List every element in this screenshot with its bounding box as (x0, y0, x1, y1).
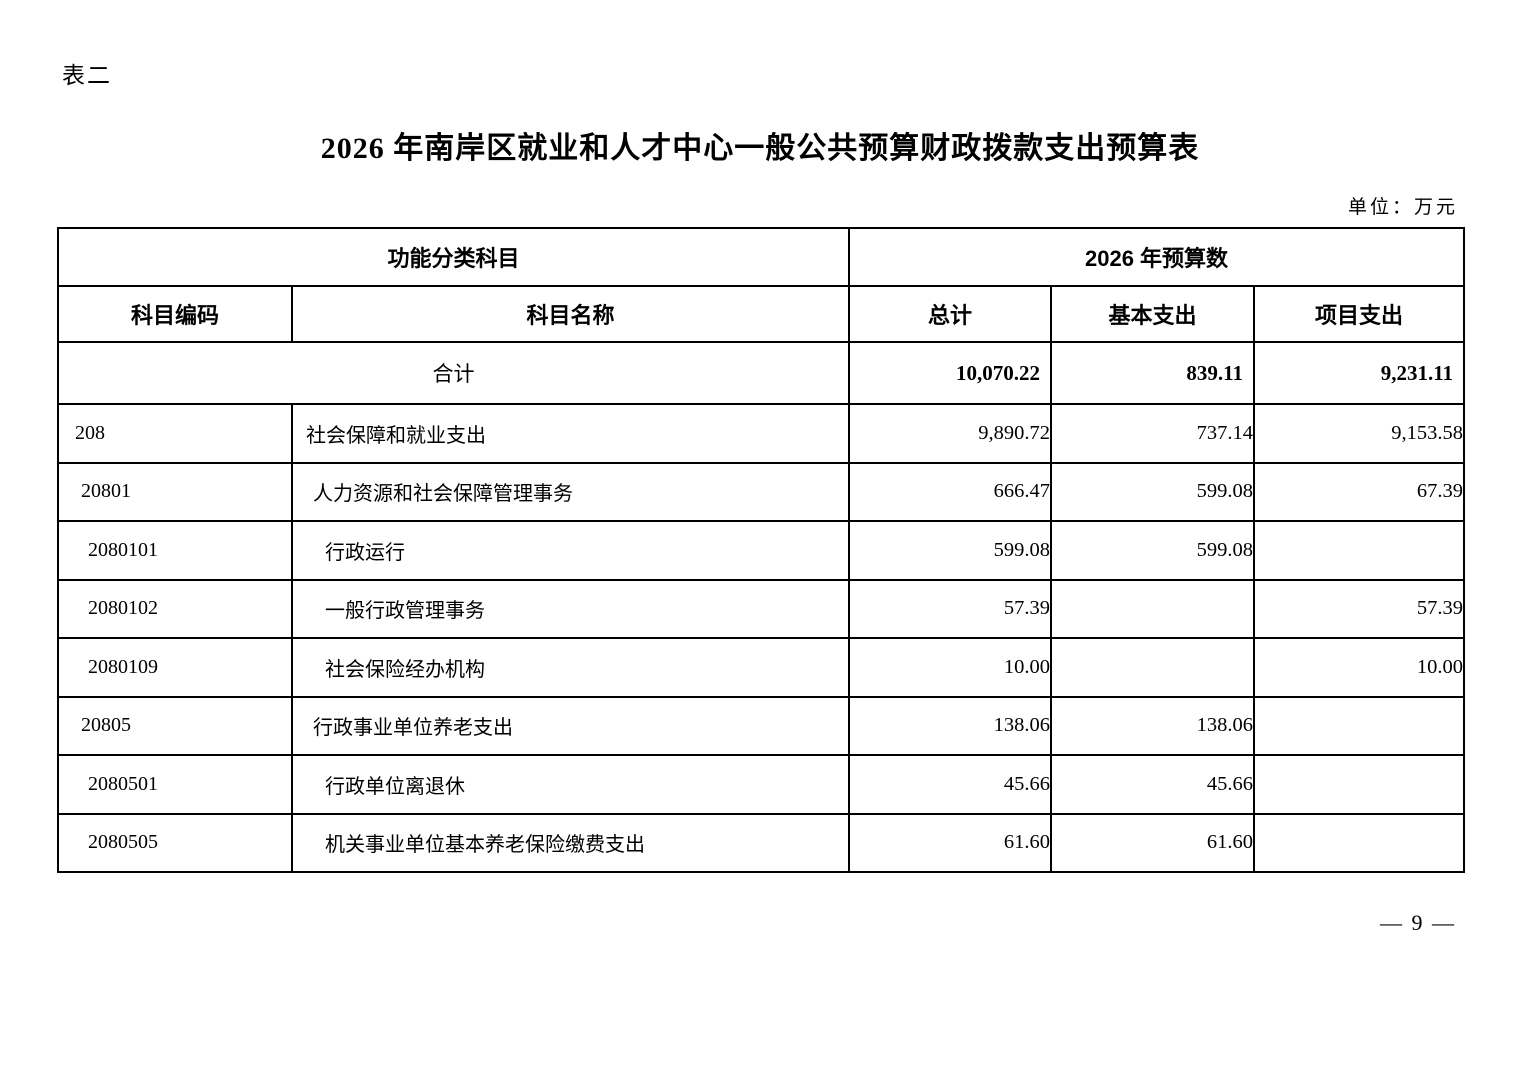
basic-cell: 61.60 (1050, 812, 1256, 873)
header-project: 项目支出 (1253, 285, 1466, 343)
project-cell (1253, 812, 1466, 873)
basic-cell: 599.08 (1050, 461, 1256, 522)
total-row: 合计 10,070.22 839.11 9,231.11 (56, 341, 1466, 405)
table-row: 2080505 机关事业单位基本养老保险缴费支出 61.60 61.60 (57, 812, 1466, 873)
total-cell: 10.00 (848, 637, 1053, 698)
project-cell: 67.39 (1253, 461, 1466, 522)
table-row: 20805 行政事业单位养老支出 138.06 138.06 (57, 695, 1466, 756)
code-cell: 20801 (57, 461, 293, 522)
header-group-row: 功能分类科目 2026 年预算数 (56, 227, 1466, 287)
header-function-group: 功能分类科目 (56, 227, 851, 287)
code-cell: 2080102 (57, 578, 293, 639)
table-label: 表二 (62, 63, 112, 88)
table-row: 2080101 行政运行 599.08 599.08 (57, 520, 1466, 581)
table-row: 208 社会保障和就业支出 9,890.72 737.14 9,153.58 (57, 403, 1466, 464)
total-cell: 599.08 (848, 520, 1053, 581)
basic-cell (1050, 637, 1256, 698)
project-cell (1253, 520, 1466, 581)
project-cell (1253, 754, 1466, 815)
budget-table: 功能分类科目 2026 年预算数 科目编码 科目名称 总计 基本支出 项目支出 … (56, 227, 1466, 873)
unit-note: 单位：万元 (1347, 197, 1458, 218)
name-cell: 机关事业单位基本养老保险缴费支出 (290, 812, 851, 873)
total-cell: 666.47 (848, 461, 1053, 522)
total-cell: 61.60 (848, 812, 1053, 873)
name-cell: 行政运行 (290, 520, 851, 581)
name-cell: 社会保障和就业支出 (290, 403, 851, 464)
name-cell: 一般行政管理事务 (290, 578, 851, 639)
header-columns-row: 科目编码 科目名称 总计 基本支出 项目支出 (57, 285, 1466, 343)
total-cell: 9,890.72 (848, 403, 1053, 464)
project-cell: 9,231.11 (1253, 341, 1466, 405)
header-total: 总计 (848, 285, 1053, 343)
project-cell: 10.00 (1253, 637, 1466, 698)
total-cell: 10,070.22 (848, 341, 1053, 405)
name-cell: 人力资源和社会保障管理事务 (290, 461, 851, 522)
name-cell: 行政单位离退休 (290, 754, 851, 815)
table-row: 20801 人力资源和社会保障管理事务 666.47 599.08 67.39 (57, 461, 1466, 522)
table-row: 2080109 社会保险经办机构 10.00 10.00 (57, 637, 1466, 698)
header-basic: 基本支出 (1050, 285, 1256, 343)
project-cell (1253, 695, 1466, 756)
header-budget-group: 2026 年预算数 (848, 227, 1466, 287)
header-name: 科目名称 (290, 285, 851, 343)
basic-cell: 45.66 (1050, 754, 1256, 815)
table-row: 2080501 行政单位离退休 45.66 45.66 (57, 754, 1466, 815)
basic-cell: 839.11 (1050, 341, 1256, 405)
code-cell: 20805 (57, 695, 293, 756)
page-title: 2026 年南岸区就业和人才中心一般公共预算财政拨款支出预算表 (320, 132, 1200, 165)
code-cell: 2080501 (57, 754, 293, 815)
total-row-label: 合计 (56, 341, 851, 405)
table-body: 合计 10,070.22 839.11 9,231.11 208 社会保障和就业… (56, 341, 1466, 873)
code-cell: 2080505 (57, 812, 293, 873)
basic-cell: 599.08 (1050, 520, 1256, 581)
table-row: 2080102 一般行政管理事务 57.39 57.39 (57, 578, 1466, 639)
basic-cell: 138.06 (1050, 695, 1256, 756)
total-cell: 45.66 (848, 754, 1053, 815)
total-cell: 57.39 (848, 578, 1053, 639)
total-cell: 138.06 (848, 695, 1053, 756)
name-cell: 行政事业单位养老支出 (290, 695, 851, 756)
code-cell: 2080109 (57, 637, 293, 698)
page-number: — 9 — (1380, 910, 1456, 935)
name-cell: 社会保险经办机构 (290, 637, 851, 698)
basic-cell (1050, 578, 1256, 639)
code-cell: 2080101 (57, 520, 293, 581)
header-code: 科目编码 (57, 285, 293, 343)
project-cell: 9,153.58 (1253, 403, 1466, 464)
basic-cell: 737.14 (1050, 403, 1256, 464)
project-cell: 57.39 (1253, 578, 1466, 639)
code-cell: 208 (57, 403, 293, 464)
